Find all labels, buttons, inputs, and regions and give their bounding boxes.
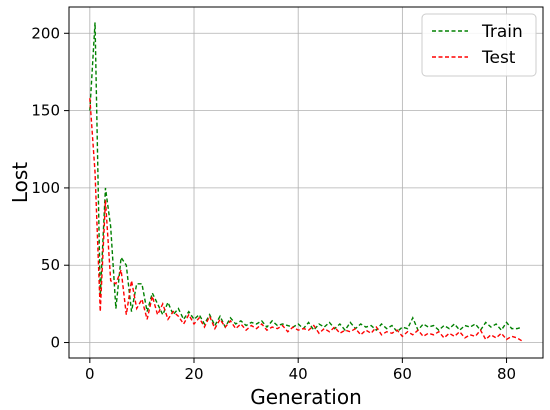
x-tick-label: 60 bbox=[393, 365, 412, 383]
x-tick-label: 40 bbox=[289, 365, 308, 383]
legend-box bbox=[421, 13, 537, 77]
legend: Train Test bbox=[421, 13, 537, 77]
legend-label-train: Train bbox=[481, 22, 523, 42]
ticks: 0 20 40 60 80 0 50 100 150 200 bbox=[31, 24, 516, 383]
y-tick-label: 200 bbox=[31, 24, 60, 42]
y-tick-label: 100 bbox=[31, 179, 60, 197]
y-tick-label: 0 bbox=[50, 334, 60, 352]
series-line-test bbox=[89, 98, 523, 342]
series-layer bbox=[89, 22, 523, 342]
x-axis-title: Generation bbox=[250, 385, 362, 409]
x-tick-label: 0 bbox=[85, 365, 95, 383]
x-tick-label: 80 bbox=[497, 365, 516, 383]
y-tick-label: 50 bbox=[41, 256, 60, 274]
y-tick-label: 150 bbox=[31, 102, 60, 120]
y-axis-title: Lost bbox=[8, 162, 32, 203]
x-tick-label: 20 bbox=[184, 365, 203, 383]
legend-label-test: Test bbox=[481, 48, 516, 68]
plot-frame bbox=[68, 6, 544, 359]
series-line-train bbox=[89, 22, 523, 333]
